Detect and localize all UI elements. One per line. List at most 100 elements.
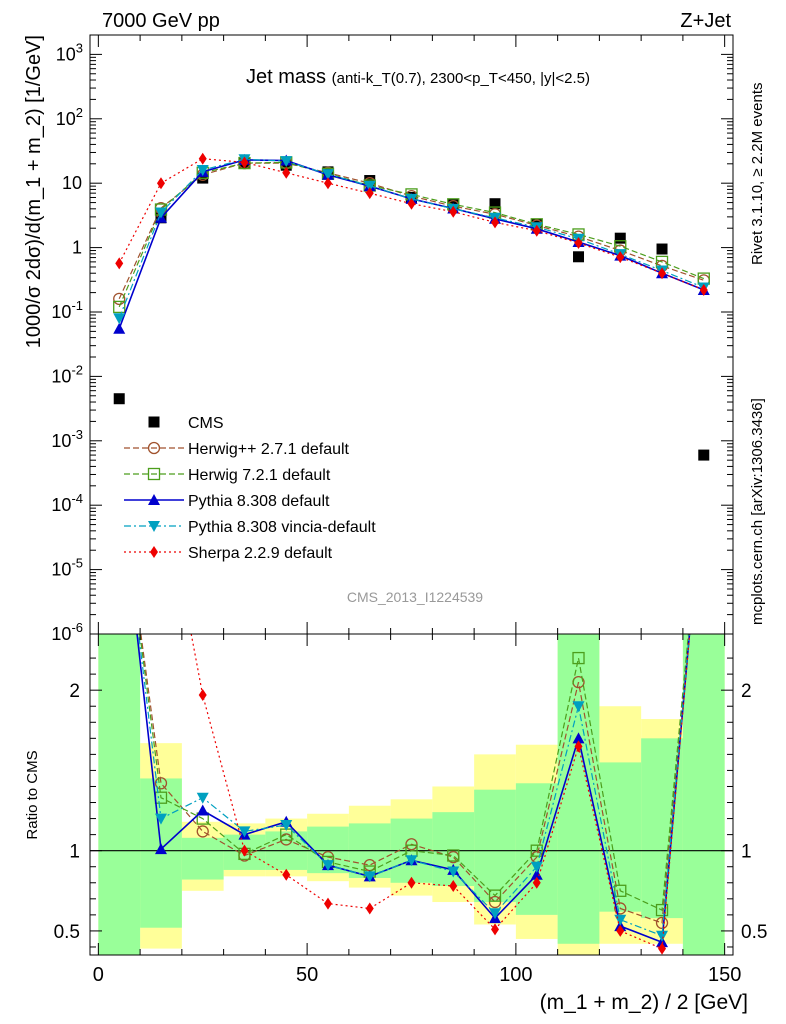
data-point (489, 198, 501, 210)
main-frame (89, 34, 734, 635)
y-tick-label: 103 (56, 40, 83, 64)
y-tick-label: 10-3 (51, 427, 83, 451)
ratio-point (572, 732, 585, 744)
legend-entry: Herwig 7.2.1 default (124, 467, 331, 484)
ratio-point (154, 813, 167, 825)
ratio-line (190, 634, 691, 950)
ratio-point (323, 897, 332, 910)
legend-label: Sherpa 2.2.9 default (188, 545, 333, 562)
ratio-point (449, 879, 458, 892)
inner-band (557, 634, 600, 944)
ratio-point (196, 804, 209, 816)
data-point (616, 251, 625, 264)
y-tick-label: 10-6 (51, 620, 83, 644)
ratio-point (572, 701, 585, 713)
ratio-point (574, 740, 583, 753)
data-point (407, 197, 416, 210)
ratio-point (196, 792, 209, 804)
data-point (113, 300, 126, 314)
ratio-point (405, 838, 418, 851)
y-tick-label: 102 (56, 105, 83, 129)
data-point (198, 152, 207, 165)
ratio-point (154, 843, 167, 855)
data-point (363, 180, 376, 192)
legend-entry: Pythia 8.308 vincia-default (124, 519, 376, 536)
rivet-label: Rivet 3.1.10, ≥ 2.2M events (749, 83, 766, 266)
ratio-y-tick-label: 2 (69, 681, 80, 702)
ratio-line (140, 634, 690, 924)
y-tick-label: 1 (72, 238, 82, 258)
data-point (698, 449, 710, 461)
series-5 (115, 152, 708, 296)
ratio-point (363, 871, 376, 883)
process-label: Z+Jet (680, 10, 731, 32)
inner-band (682, 634, 725, 955)
ratio-point (321, 860, 334, 872)
inner-band (474, 789, 516, 903)
ratio-point (491, 923, 500, 936)
data-point (614, 232, 626, 244)
data-point (449, 205, 458, 218)
ratio-point (488, 895, 502, 909)
legend-marker (150, 546, 158, 558)
legend: CMS Herwig++ 2.7.1 default Herwig 7.2.1 de… (124, 415, 376, 562)
ratio-point (532, 876, 541, 889)
y-axis-label: 1000/σ 2dσ)/d(m_1 + m_2) [1/GeV] (23, 35, 45, 348)
data-point (113, 292, 126, 305)
ratio-point (447, 849, 460, 862)
data-point (156, 177, 165, 190)
ratio-point (658, 942, 667, 955)
data-point (365, 187, 374, 200)
series-line (118, 159, 705, 329)
legend-marker (147, 467, 161, 481)
data-point (113, 393, 125, 405)
legend-entry: CMS (148, 415, 224, 432)
ratio-point (655, 903, 669, 917)
ratio-y-tick-label: 1 (69, 842, 80, 863)
legend-entry: Sherpa 2.2.9 default (124, 545, 333, 562)
ratio-series-4 (190, 634, 691, 955)
ratio-plot-area (90, 634, 733, 955)
analysis-id: CMS_2013_I1224539 (347, 589, 483, 605)
data-point (574, 236, 583, 249)
ratio-point (198, 688, 207, 701)
data-point (658, 267, 667, 280)
inner-band (181, 837, 224, 880)
legend-marker (147, 441, 161, 455)
data-point (240, 156, 249, 169)
legend-marker (148, 521, 160, 532)
x-tick-label: 50 (296, 964, 318, 986)
data-point (321, 169, 334, 181)
ratio-panel: 0.5 0.5 1 1 2 2 0 50 100 150 Ratio to CMS (m_1 + m_… (24, 633, 767, 1014)
data-point (154, 207, 167, 219)
ratio-point (614, 884, 627, 897)
y-tick-label: 10-1 (51, 298, 83, 322)
y-tick-label: 10-5 (51, 556, 83, 580)
legend-label: CMS (188, 415, 224, 432)
ratio-point (530, 844, 543, 857)
mcplots-label: mcplots.cern.ch [arXiv:1306.3436] (749, 398, 766, 625)
legend-marker (148, 416, 160, 428)
data-point (115, 257, 124, 270)
data-point (282, 166, 291, 179)
series-line (118, 161, 705, 308)
data-point (323, 177, 332, 190)
ratio-point (655, 916, 669, 930)
ratio-y-tick-label-right: 0.5 (741, 922, 767, 943)
ratio-point (488, 889, 502, 902)
ratio-line (139, 634, 690, 912)
legend-label: Pythia 8.308 vincia-default (188, 519, 376, 536)
x-axis-label: (m_1 + m_2) / 2 [GeV] (540, 991, 748, 1014)
series-line (118, 158, 705, 319)
y-tick-label: 10-2 (51, 362, 83, 386)
ratio-point (405, 855, 418, 867)
data-point (113, 322, 126, 334)
legend-label: Herwig++ 2.7.1 default (188, 441, 350, 458)
ratio-point (530, 861, 543, 873)
ratio-point (196, 825, 209, 838)
data-point (573, 251, 585, 263)
series-line (118, 162, 704, 300)
main-panel: 10-6 10-5 10-4 10-3 10-2 10-1 1 10 102 103 Jet mas… (23, 34, 734, 644)
ratio-y-tick-label-right: 1 (741, 842, 752, 863)
